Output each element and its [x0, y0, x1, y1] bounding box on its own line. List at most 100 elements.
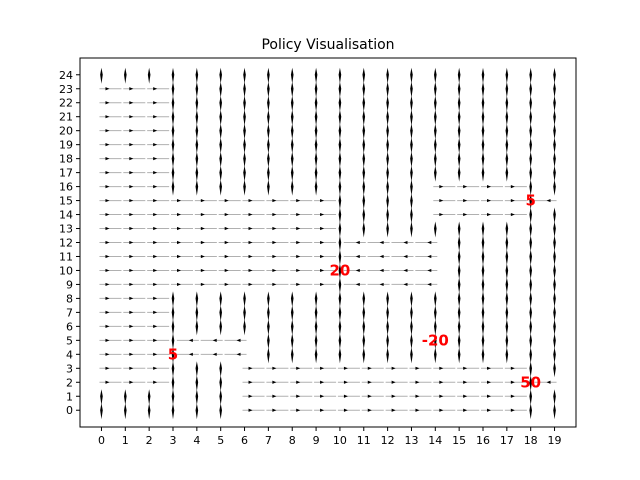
- policy-arrow: [338, 235, 342, 252]
- policy-arrow: [504, 380, 527, 384]
- policy-arrow: [385, 366, 408, 370]
- policy-arrow: [553, 179, 556, 196]
- y-tick-label: 14: [59, 209, 73, 222]
- policy-arrow: [505, 109, 509, 126]
- policy-arrow: [481, 394, 503, 398]
- policy-arrow: [481, 95, 485, 112]
- policy-arrow: [194, 240, 217, 245]
- policy-arrow: [529, 305, 532, 322]
- policy-arrow: [481, 249, 485, 266]
- policy-arrow: [218, 268, 241, 273]
- policy-arrow: [553, 81, 556, 98]
- policy-arrow: [457, 333, 461, 350]
- policy-arrow: [195, 165, 199, 182]
- policy-arrow: [362, 109, 366, 126]
- policy-arrow: [457, 198, 480, 203]
- policy-arrow: [314, 254, 337, 259]
- policy-arrow: [481, 347, 485, 364]
- policy-arrow: [242, 226, 265, 231]
- policy-arrow: [505, 333, 509, 350]
- policy-arrow: [504, 366, 527, 370]
- policy-arrow: [99, 324, 122, 328]
- policy-arrow: [219, 165, 222, 182]
- policy-arrow: [505, 305, 509, 322]
- policy-arrow: [195, 389, 199, 406]
- policy-arrow: [147, 403, 151, 420]
- policy-arrow: [314, 333, 318, 350]
- policy-arrow: [219, 179, 222, 196]
- policy-arrow: [267, 165, 270, 182]
- policy-arrow: [171, 226, 193, 231]
- policy-arrow: [338, 333, 342, 350]
- policy-arrow: [99, 198, 122, 203]
- policy-arrow: [386, 67, 389, 84]
- x-tick-label: 9: [313, 434, 320, 447]
- policy-arrow: [224, 352, 247, 356]
- policy-arrow: [338, 151, 342, 168]
- policy-arrow: [171, 179, 175, 196]
- policy-arrow: [290, 347, 294, 364]
- policy-arrow: [314, 137, 318, 154]
- policy-arrow: [433, 198, 456, 203]
- policy-arrow: [123, 101, 146, 105]
- policy-arrow: [553, 249, 556, 266]
- policy-arrow: [195, 361, 199, 378]
- policy-arrow: [99, 380, 122, 384]
- policy-arrow: [433, 184, 456, 189]
- policy-arrow: [338, 207, 342, 224]
- policy-arrow: [266, 366, 289, 370]
- policy-arrow: [195, 123, 199, 140]
- policy-arrow: [505, 67, 509, 84]
- policy-arrow: [529, 151, 532, 168]
- policy-arrow: [505, 319, 509, 336]
- policy-arrow: [529, 95, 532, 112]
- policy-arrow: [362, 347, 366, 364]
- policy-arrow: [409, 408, 432, 412]
- policy-arrow: [457, 67, 461, 84]
- policy-arrow: [290, 198, 313, 203]
- policy-arrow: [290, 319, 294, 336]
- policy-arrow: [553, 291, 556, 308]
- policy-arrow: [457, 380, 480, 384]
- policy-arrow: [391, 240, 414, 245]
- y-tick-label: 7: [66, 306, 73, 319]
- policy-arrow: [433, 394, 456, 398]
- policy-arrow: [100, 389, 103, 406]
- policy-arrow: [457, 366, 480, 370]
- policy-arrow: [243, 291, 246, 308]
- policy-arrow: [218, 198, 241, 203]
- policy-arrow: [171, 151, 175, 168]
- policy-arrow: [505, 123, 509, 140]
- policy-arrow: [290, 151, 294, 168]
- policy-arrow: [195, 109, 199, 126]
- policy-arrow: [242, 268, 265, 273]
- policy-arrow: [409, 366, 432, 370]
- policy-arrow: [434, 67, 437, 84]
- policy-arrow: [457, 212, 480, 217]
- policy-arrow: [481, 235, 485, 252]
- policy-arrow: [553, 263, 556, 280]
- policy-arrow: [338, 221, 342, 238]
- policy-arrow: [343, 268, 366, 273]
- policy-arrow: [123, 296, 146, 301]
- policy-arrow: [171, 305, 175, 322]
- policy-arrow: [457, 291, 461, 308]
- policy-arrow: [147, 296, 170, 301]
- policy-arrow: [290, 240, 313, 245]
- y-tick-label: 6: [66, 320, 73, 333]
- policy-arrow: [504, 198, 527, 203]
- policy-arrow: [267, 95, 270, 112]
- policy-arrow: [290, 212, 313, 217]
- policy-arrow: [176, 338, 199, 342]
- policy-arrow: [367, 254, 390, 259]
- x-tick-label: 14: [428, 434, 442, 447]
- y-tick-label: 20: [59, 125, 73, 138]
- policy-arrow: [171, 137, 175, 154]
- policy-arrow: [243, 81, 246, 98]
- policy-arrow: [434, 137, 437, 154]
- policy-arrow: [267, 179, 270, 196]
- policy-arrow: [147, 389, 151, 406]
- policy-arrow: [314, 165, 318, 182]
- x-tick-label: 3: [170, 434, 177, 447]
